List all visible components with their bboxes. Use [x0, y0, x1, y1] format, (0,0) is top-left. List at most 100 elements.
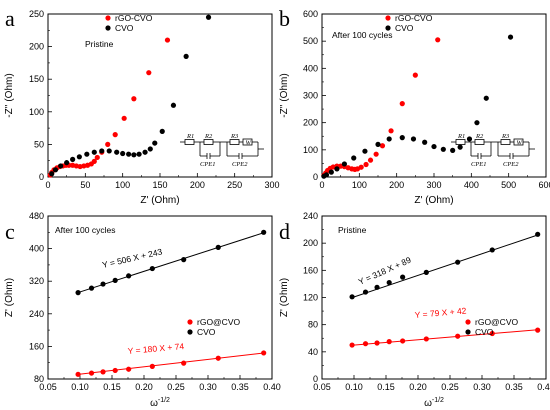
data-point — [379, 143, 386, 149]
legend-marker — [105, 25, 111, 31]
panel-annotation: After 100 cycles — [55, 225, 115, 235]
panel-letter: c — [5, 219, 15, 244]
data-point — [126, 366, 132, 372]
x-tick-label: 0.15 — [103, 382, 121, 392]
legend-entry: CVO — [115, 23, 134, 33]
data-point — [507, 34, 514, 40]
x-tick-label: 0.30 — [199, 382, 217, 392]
data-point — [136, 151, 142, 157]
data-point — [455, 333, 461, 339]
y-tick-label: 80 — [34, 374, 44, 384]
data-point — [362, 148, 368, 154]
legend-entry: rGO@CVO — [475, 317, 518, 327]
data-point — [323, 172, 330, 178]
y-tick-label: 200 — [29, 42, 44, 52]
y-tick-label: 200 — [303, 238, 318, 248]
y-tick-label: 150 — [29, 74, 44, 84]
fit-line — [351, 234, 538, 299]
y-tick-label: 160 — [29, 341, 44, 351]
y-tick-label: 0 — [39, 172, 44, 182]
data-point — [431, 143, 437, 150]
y-tick-label: 50 — [34, 139, 44, 149]
fit-line — [77, 232, 264, 294]
x-axis-title: Z' (Ohm) — [414, 195, 453, 206]
data-point — [412, 72, 418, 78]
data-point — [114, 149, 120, 155]
x-tick-label: 300 — [264, 180, 279, 190]
data-point — [373, 151, 379, 157]
data-point — [362, 289, 369, 295]
data-point — [112, 277, 118, 283]
y-axis-title: -Z'' (Ohm) — [4, 73, 15, 117]
x-tick-label: 150 — [152, 180, 167, 190]
data-point — [535, 231, 541, 237]
data-point — [328, 169, 334, 175]
circuit-label-r1: R1 — [457, 133, 465, 140]
data-point — [76, 154, 82, 160]
data-point — [341, 161, 347, 167]
y-axis-title: Z' (Ohm) — [4, 278, 15, 317]
data-point — [466, 136, 473, 142]
panel-annotation: Pristine — [85, 39, 114, 49]
y-tick-label: 200 — [303, 118, 318, 128]
data-point — [106, 148, 112, 154]
legend-entry: CVO — [197, 327, 216, 337]
legend-entry: rGO-CVO — [115, 13, 153, 23]
data-point — [334, 166, 340, 172]
data-point — [386, 136, 392, 142]
panel-d: d 0.05 0.10 0.15 0.20 0.25 0.30 0.35 0.40 0 40 80 12… — [279, 211, 550, 409]
fit-equation: Y = 506 X + 243 — [101, 246, 163, 270]
legend-marker — [187, 329, 193, 335]
fit-line — [78, 352, 264, 375]
y-tick-label: 600 — [303, 9, 318, 19]
data-point — [423, 336, 429, 342]
y-tick-label: 100 — [29, 107, 44, 117]
x-tick-label: 0.10 — [71, 382, 89, 392]
circuit-label-cpe2: CPE2 — [232, 161, 248, 168]
data-point — [105, 141, 111, 147]
data-point — [183, 53, 189, 59]
data-point — [367, 157, 374, 163]
fit-equation: Y = 318 X + 89 — [357, 255, 413, 287]
x-tick-label: 0.05 — [313, 382, 331, 392]
data-point — [159, 128, 165, 134]
x-tick-label: 50 — [80, 180, 90, 190]
x-tick-label: 0 — [319, 180, 324, 190]
y-tick-label: 320 — [29, 276, 44, 286]
data-point — [399, 135, 405, 141]
y-tick-label: 40 — [308, 347, 318, 357]
data-point — [88, 370, 95, 376]
data-point — [423, 269, 429, 275]
panel-letter: d — [279, 219, 290, 244]
legend-entry: rGO-CVO — [395, 13, 433, 23]
data-point — [84, 151, 90, 157]
data-point — [126, 273, 132, 279]
panel-b: b 0 100 200 300 400 500 600 0 100 200 300 400 500 600 Z… — [279, 6, 550, 206]
circuit-label-w: W — [246, 140, 252, 147]
y-tick-label: 240 — [29, 309, 44, 319]
legend-marker — [385, 15, 391, 21]
circuit-label-r3: R3 — [501, 133, 510, 140]
data-point — [58, 163, 64, 169]
legend-marker — [385, 25, 391, 31]
y-axis-title: Z' (Ohm) — [279, 278, 290, 317]
circuit-label-cpe1: CPE1 — [471, 161, 487, 168]
legend-marker — [187, 319, 193, 325]
data-point — [399, 101, 405, 107]
data-point — [349, 342, 355, 348]
data-point — [457, 144, 463, 150]
x-tick-label: 0.40 — [537, 382, 550, 392]
data-point — [386, 339, 392, 345]
data-point — [52, 167, 59, 173]
data-point — [435, 37, 441, 43]
y-tick-label: 250 — [29, 9, 44, 19]
equivalent-circuit — [451, 138, 535, 159]
x-tick-label: 0.25 — [441, 382, 459, 392]
y-tick-label: 400 — [29, 244, 44, 254]
y-tick-label: 500 — [303, 36, 318, 46]
data-point — [489, 330, 495, 337]
y-tick-label: 0 — [313, 374, 318, 384]
data-point — [400, 274, 406, 280]
circuit-label-r1: R1 — [186, 133, 194, 140]
